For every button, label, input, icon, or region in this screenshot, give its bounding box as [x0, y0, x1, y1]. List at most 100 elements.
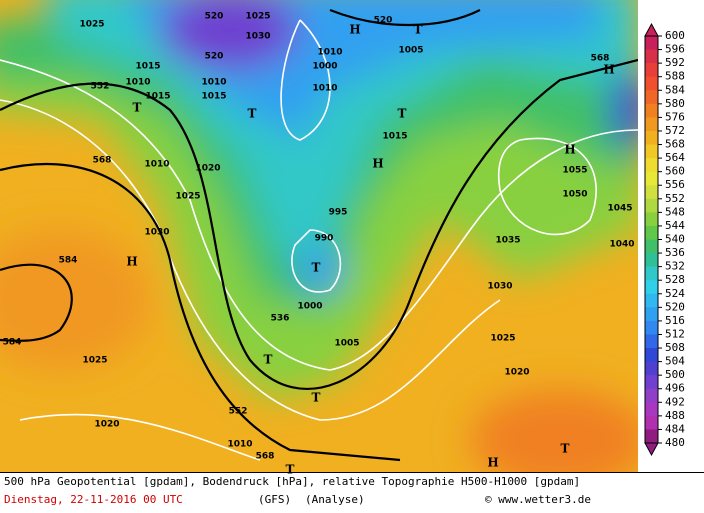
contour-label: 1025 [245, 12, 270, 22]
contour-label: 990 [315, 234, 334, 244]
contour-label: 1020 [94, 420, 119, 430]
footer-description: 500 hPa Geopotential [gpdam], Bodendruck… [4, 475, 580, 488]
pressure-center: H [126, 255, 137, 269]
contour-label: 1010 [227, 440, 252, 450]
colorbar-band [645, 144, 658, 159]
contour-label: 568 [93, 156, 112, 166]
pressure-center: H [372, 157, 383, 171]
colorbar-label: 564 [665, 151, 685, 164]
colorbar-label: 480 [665, 436, 685, 449]
colorbar-label: 568 [665, 138, 685, 151]
contour-label: 1055 [562, 166, 587, 176]
map-field [0, 0, 638, 472]
contour-label: 1010 [312, 84, 337, 94]
contour-label: 536 [271, 314, 290, 324]
colorbar-band [645, 415, 658, 430]
colorbar-label: 576 [665, 110, 685, 123]
contour-label: 584 [59, 256, 78, 266]
contour-label: 1050 [562, 190, 587, 200]
colorbar-band [645, 198, 658, 213]
contour-label: 520 [205, 12, 224, 22]
pressure-center: T [398, 107, 407, 121]
colorbar: 6005965925885845805765725685645605565525… [644, 22, 685, 457]
pressure-center: T [312, 261, 321, 275]
footer-date: Dienstag, 22-11-2016 00 UTC [4, 493, 183, 506]
colorbar-band [645, 76, 658, 91]
contour-label: 1035 [495, 236, 520, 246]
contour-label: 1025 [79, 20, 104, 30]
colorbar-label: 552 [665, 192, 685, 205]
contour-label: 995 [329, 208, 348, 218]
colorbar-arrow-top [644, 22, 659, 37]
colorbar-label: 556 [665, 178, 685, 191]
colorbar-band [645, 212, 658, 227]
footer-credit: © www.wetter3.de [485, 493, 591, 506]
colorbar-band [645, 130, 658, 146]
pressure-center: T [264, 353, 273, 367]
colorbar-band [645, 90, 658, 105]
contour-label: 552 [91, 82, 110, 92]
colorbar-band [645, 171, 658, 186]
contour-label: 1010 [144, 160, 169, 170]
pressure-center: H [564, 143, 575, 157]
colorbar-band [645, 36, 658, 51]
colorbar-label: 492 [665, 395, 685, 408]
contour-label: 1010 [317, 48, 342, 58]
contour-label: 520 [374, 16, 393, 26]
pressure-center: T [133, 101, 142, 115]
colorbar-label: 520 [665, 300, 685, 313]
pressure-center: T [414, 23, 423, 37]
colorbar-label: 508 [665, 341, 685, 354]
colorbar-label: 596 [665, 43, 685, 56]
contour-label: 1030 [245, 32, 270, 42]
colorbar-label: 588 [665, 70, 685, 83]
colorbar-band [645, 293, 658, 308]
colorbar-band [645, 375, 658, 390]
contour-label: 1030 [144, 228, 169, 238]
contour-label: 1045 [607, 204, 632, 214]
contour-label: 1015 [145, 92, 170, 102]
contour-label: 1015 [135, 62, 160, 72]
colorbar-band [645, 158, 658, 173]
colorbar-label: 516 [665, 314, 685, 327]
colorbar-label: 484 [665, 422, 685, 435]
colorbar-label: 504 [665, 355, 685, 368]
colorbar-label: 548 [665, 205, 685, 218]
footer-run: (Analyse) [305, 493, 365, 506]
colorbar-label: 584 [665, 83, 685, 96]
colorbar-band [645, 266, 658, 281]
pressure-center: T [312, 391, 321, 405]
contour-label: 520 [205, 52, 224, 62]
colorbar-label: 572 [665, 124, 685, 137]
colorbar-label: 488 [665, 409, 685, 422]
colorbar-band [645, 361, 658, 376]
colorbar-band [645, 280, 658, 295]
contour-label: 1005 [398, 46, 423, 56]
contour-label: 1025 [490, 334, 515, 344]
colorbar-label: 536 [665, 246, 685, 259]
pressure-center: H [349, 23, 360, 37]
contour-label: 1015 [201, 92, 226, 102]
contour-label: 1025 [82, 356, 107, 366]
contour-label: 584 [3, 338, 22, 348]
contour-label: 1015 [382, 132, 407, 142]
colorbar-label: 532 [665, 260, 685, 273]
colorbar-label: 524 [665, 287, 685, 300]
colorbar-band [645, 334, 658, 349]
colorbar-label: 528 [665, 273, 685, 286]
contour-label: 1025 [175, 192, 200, 202]
footer-model: (GFS) [258, 493, 291, 506]
contour-label: 568 [256, 452, 275, 462]
pressure-center: T [561, 442, 570, 456]
contour-label: 1020 [195, 164, 220, 174]
colorbar-label: 560 [665, 165, 685, 178]
colorbar-label: 496 [665, 382, 685, 395]
colorbar-band [645, 348, 658, 363]
colorbar-label: 544 [665, 219, 685, 232]
colorbar-band [645, 117, 658, 132]
contour-label: 1030 [487, 282, 512, 292]
contour-label: 1005 [334, 339, 359, 349]
contour-label: 1010 [125, 78, 150, 88]
